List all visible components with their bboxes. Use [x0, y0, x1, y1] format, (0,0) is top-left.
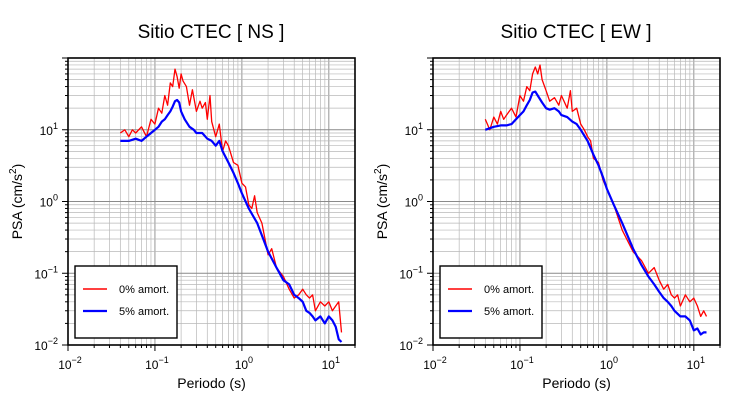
tick-exponent: −2: [72, 355, 82, 365]
series-line-undamped: [484, 64, 708, 318]
y-tick-label: 101: [40, 121, 58, 138]
y-label-sup: 2: [8, 168, 19, 174]
y-label-end: ): [9, 164, 25, 169]
y-axis-label: PSA (cm/s2): [8, 164, 25, 240]
y-label-sup: 2: [373, 168, 384, 174]
tick-base: 10: [58, 358, 72, 372]
legend: 0% amort. 5% amort.: [439, 265, 543, 339]
x-tick-label: 10−1: [145, 355, 169, 372]
series-line-damped: [120, 98, 343, 343]
legend-label: 0% amort.: [484, 284, 534, 296]
y-label-end: ): [374, 164, 390, 169]
tick-exponent: 1: [53, 121, 58, 131]
legend-box: [74, 265, 178, 339]
axis-ticks: [62, 57, 356, 351]
series-line-damped: [484, 90, 707, 336]
tick-exponent: 0: [418, 193, 423, 203]
y-axis-label: PSA (cm/s2): [373, 164, 390, 240]
x-tick-label: 101: [687, 355, 705, 372]
tick-base: 10: [322, 358, 336, 372]
y-tick-label: 10−1: [399, 264, 423, 281]
chart-title: Sitio CTEC [ EW ]: [501, 22, 652, 43]
tick-base: 10: [40, 124, 54, 138]
y-label-main: PSA (cm/s: [374, 174, 390, 239]
legend-box: [439, 265, 543, 339]
legend-label: 0% amort.: [119, 284, 169, 296]
tick-exponent: −1: [523, 355, 533, 365]
tick-base: 10: [40, 196, 54, 210]
tick-exponent: 1: [418, 121, 423, 131]
series-line-undamped: [119, 68, 343, 333]
tick-base: 10: [145, 358, 159, 372]
y-tick-label: 10−2: [399, 336, 423, 353]
chart-title: Sitio CTEC [ NS ]: [138, 22, 285, 43]
x-tick-label: 10−1: [510, 355, 534, 372]
y-tick-label: 101: [405, 121, 423, 138]
legend-label: 5% amort.: [119, 306, 169, 318]
tick-base: 10: [423, 358, 437, 372]
y-tick-label: 100: [405, 193, 423, 210]
tick-exponent: 0: [613, 355, 618, 365]
tick-exponent: 1: [700, 355, 705, 365]
x-tick-label: 100: [235, 355, 253, 372]
tick-base: 10: [34, 339, 48, 353]
tick-exponent: −2: [437, 355, 447, 365]
tick-base: 10: [405, 196, 419, 210]
y-tick-label: 10−1: [34, 264, 58, 281]
y-tick-label: 100: [40, 193, 58, 210]
legend-label: 5% amort.: [484, 306, 534, 318]
legend: 0% amort. 5% amort.: [74, 265, 178, 339]
tick-exponent: 0: [53, 193, 58, 203]
tick-exponent: 0: [248, 355, 253, 365]
tick-exponent: 1: [335, 355, 340, 365]
tick-base: 10: [510, 358, 524, 372]
x-tick-label: 101: [322, 355, 340, 372]
x-axis-label: Periodo (s): [542, 375, 610, 391]
tick-exponent: −2: [413, 336, 423, 346]
x-axis-label: Periodo (s): [177, 375, 245, 391]
tick-base: 10: [600, 358, 614, 372]
tick-exponent: −2: [48, 336, 58, 346]
tick-base: 10: [235, 358, 249, 372]
tick-base: 10: [399, 267, 413, 281]
y-label-main: PSA (cm/s: [9, 174, 25, 239]
tick-exponent: −1: [158, 355, 168, 365]
tick-base: 10: [687, 358, 701, 372]
tick-exponent: −1: [413, 264, 423, 274]
grid: [67, 57, 356, 346]
axis-ticks: [427, 57, 721, 351]
x-tick-label: 10−2: [423, 355, 447, 372]
tick-exponent: −1: [48, 264, 58, 274]
x-tick-label: 10−2: [58, 355, 82, 372]
tick-base: 10: [399, 339, 413, 353]
tick-base: 10: [405, 124, 419, 138]
tick-base: 10: [34, 267, 48, 281]
x-tick-label: 100: [600, 355, 618, 372]
y-tick-label: 10−2: [34, 336, 58, 353]
